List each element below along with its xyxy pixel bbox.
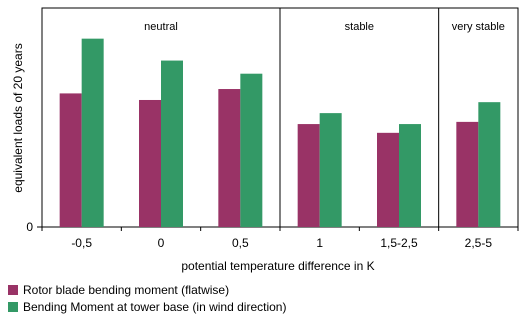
legend-label-rotor-blade: Rotor blade bending moment (flatwise) (23, 282, 230, 297)
bar-rotor-blade (377, 132, 399, 227)
region-label: stable (345, 21, 374, 33)
x-tick-label: -0,5 (71, 236, 92, 250)
bar-tower-base (399, 124, 421, 227)
y-tick-label: 0 (26, 220, 33, 234)
x-tick-label: 1,5-2,5 (380, 236, 418, 250)
bar-tower-base (478, 102, 501, 227)
bar-tower-base (319, 113, 342, 227)
chart: equivalent loads of 20 years potential t… (11, 7, 519, 273)
legend-item-rotor-blade: Rotor blade bending moment (flatwise) (8, 281, 286, 298)
y-axis-label: equivalent loads of 20 years (11, 43, 25, 192)
bar-tower-base (81, 38, 104, 227)
legend: Rotor blade bending moment (flatwise) Be… (8, 281, 286, 315)
bar-rotor-blade (297, 124, 320, 227)
legend-label-tower-base: Bending Moment at tower base (in wind di… (23, 299, 287, 314)
region-label: neutral (144, 21, 178, 33)
legend-item-tower-base: Bending Moment at tower base (in wind di… (8, 298, 286, 315)
bar-tower-base (161, 60, 183, 228)
legend-swatch-tower-base (8, 301, 18, 312)
x-tick-label: 0 (158, 236, 165, 250)
x-tick-label: 2,5-5 (465, 236, 493, 250)
bar-tower-base (240, 73, 263, 227)
bar-rotor-blade (59, 93, 82, 227)
region-label: very stable (452, 21, 505, 33)
x-tick-label: 0,5 (232, 236, 249, 250)
x-axis-label: potential temperature difference in K (181, 259, 374, 273)
bar-rotor-blade (139, 99, 161, 227)
bar-rotor-blade (456, 121, 479, 227)
plot-area: neutral stable very stable -0,5 0 0,5 1 1,5-2,5… (26, 7, 519, 250)
legend-swatch-rotor-blade (8, 284, 18, 295)
bar-rotor-blade (218, 89, 241, 227)
x-tick-label: 1 (316, 236, 323, 250)
